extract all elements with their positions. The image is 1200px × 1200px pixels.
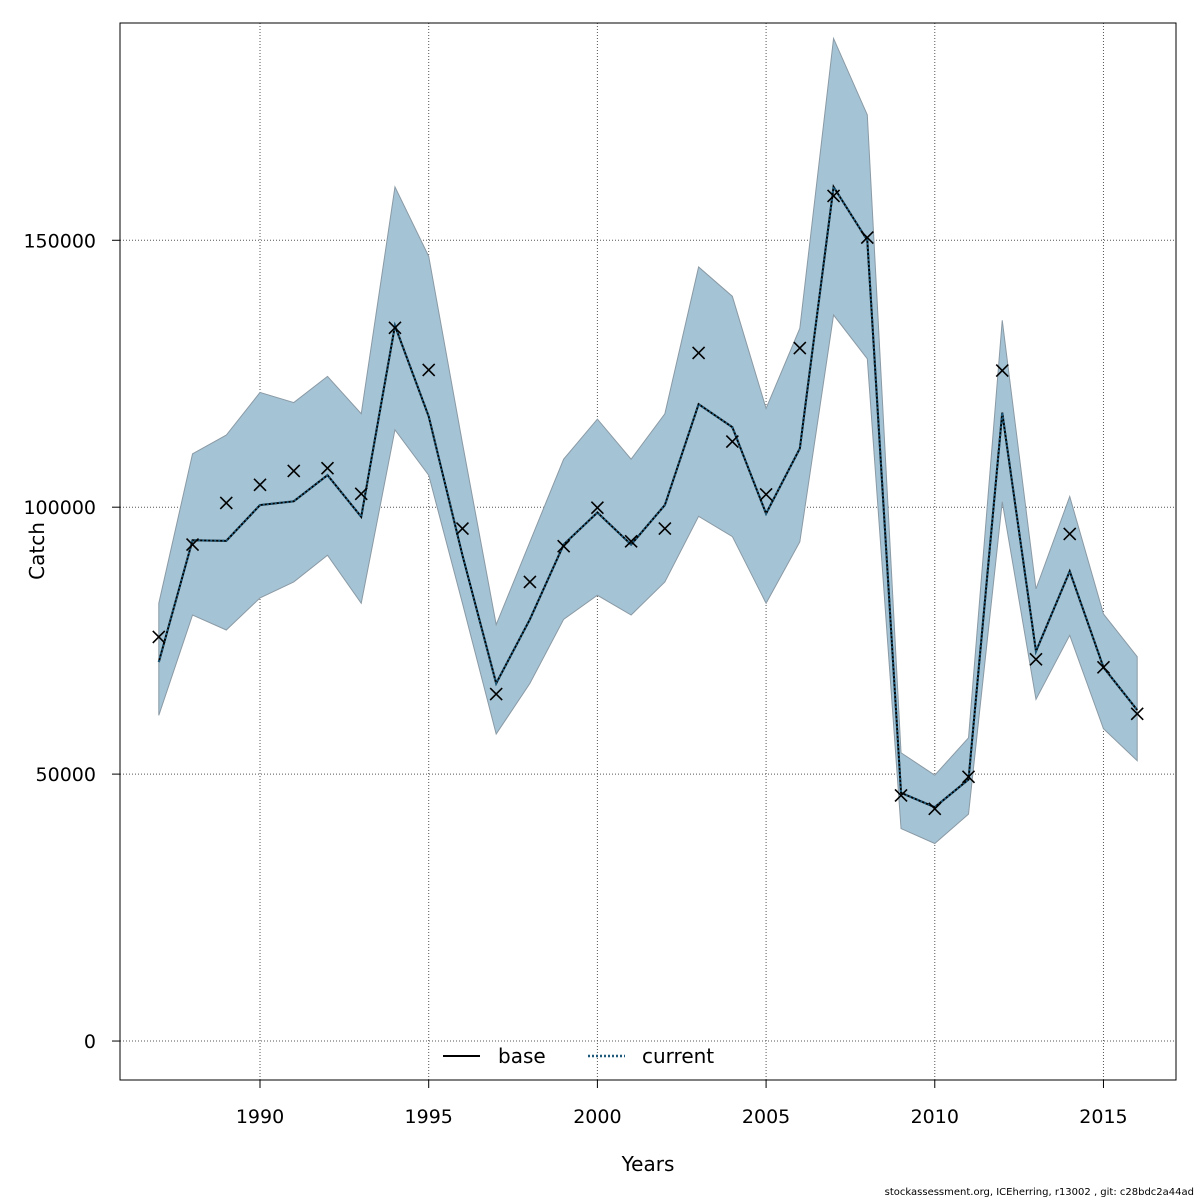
observed-point-marker [152, 630, 166, 644]
y-tick-label: 0 [84, 1031, 96, 1053]
observed-point-marker [185, 537, 200, 552]
series-line-current [157, 183, 1139, 809]
observed-point-marker [1130, 707, 1144, 721]
series-lines [157, 183, 1139, 809]
confidence-band-area [158, 36, 1138, 845]
observed-point-marker [354, 487, 368, 501]
observed-point-marker [287, 464, 301, 478]
observed-point-marker [590, 501, 604, 515]
y-tick-label: 100000 [23, 497, 96, 519]
observed-point-marker [826, 189, 841, 203]
y-tick-label: 150000 [23, 230, 96, 252]
observed-point-marker [624, 534, 638, 548]
observed-points [152, 189, 1144, 816]
legend-base-label: base [498, 1044, 546, 1068]
x-axis: 1990 1995 2000 2005 2010 2015 [236, 1080, 1128, 1128]
observed-point-marker [489, 687, 503, 701]
observed-point-marker [1096, 660, 1111, 674]
observed-point-marker [759, 487, 773, 501]
observed-point-marker [253, 478, 267, 492]
confidence-band [158, 36, 1138, 845]
x-tick-label: 2015 [1079, 1106, 1127, 1128]
x-axis-title: Years [621, 1152, 675, 1176]
observed-point-marker [219, 496, 233, 510]
observed-point-marker [860, 231, 874, 245]
y-axis-title: Catch [25, 522, 49, 580]
footer-credit: stockassessment.org, ICEherring, r13002 … [884, 1187, 1194, 1198]
observed-point-marker [995, 363, 1009, 378]
x-tick-label: 1995 [405, 1106, 453, 1128]
observed-point-marker [1029, 652, 1043, 666]
y-axis: 0 50000 100000 150000 [23, 230, 120, 1053]
y-tick-label: 50000 [36, 764, 96, 786]
x-tick-label: 1990 [236, 1106, 284, 1128]
observed-point-marker [961, 770, 976, 784]
legend: base current [443, 1044, 714, 1068]
legend-current-label: current [642, 1044, 714, 1068]
observed-point-marker [725, 434, 739, 449]
x-tick-label: 2000 [573, 1106, 621, 1128]
observed-point-marker [557, 539, 571, 553]
x-tick-label: 2010 [911, 1106, 959, 1128]
observed-point-marker [1063, 527, 1077, 541]
observed-point-marker [455, 521, 470, 536]
observed-point-marker [692, 346, 706, 360]
observed-point-marker [422, 363, 436, 377]
x-tick-label: 2005 [742, 1106, 790, 1128]
plot-frame [119, 22, 1177, 1081]
observed-point-marker [388, 321, 402, 335]
observed-point-marker [320, 461, 335, 475]
observed-point-marker [523, 575, 537, 589]
observed-point-marker [793, 341, 807, 355]
observed-point-marker [894, 788, 908, 803]
observed-point-marker [928, 802, 942, 816]
observed-point-marker [658, 521, 672, 536]
